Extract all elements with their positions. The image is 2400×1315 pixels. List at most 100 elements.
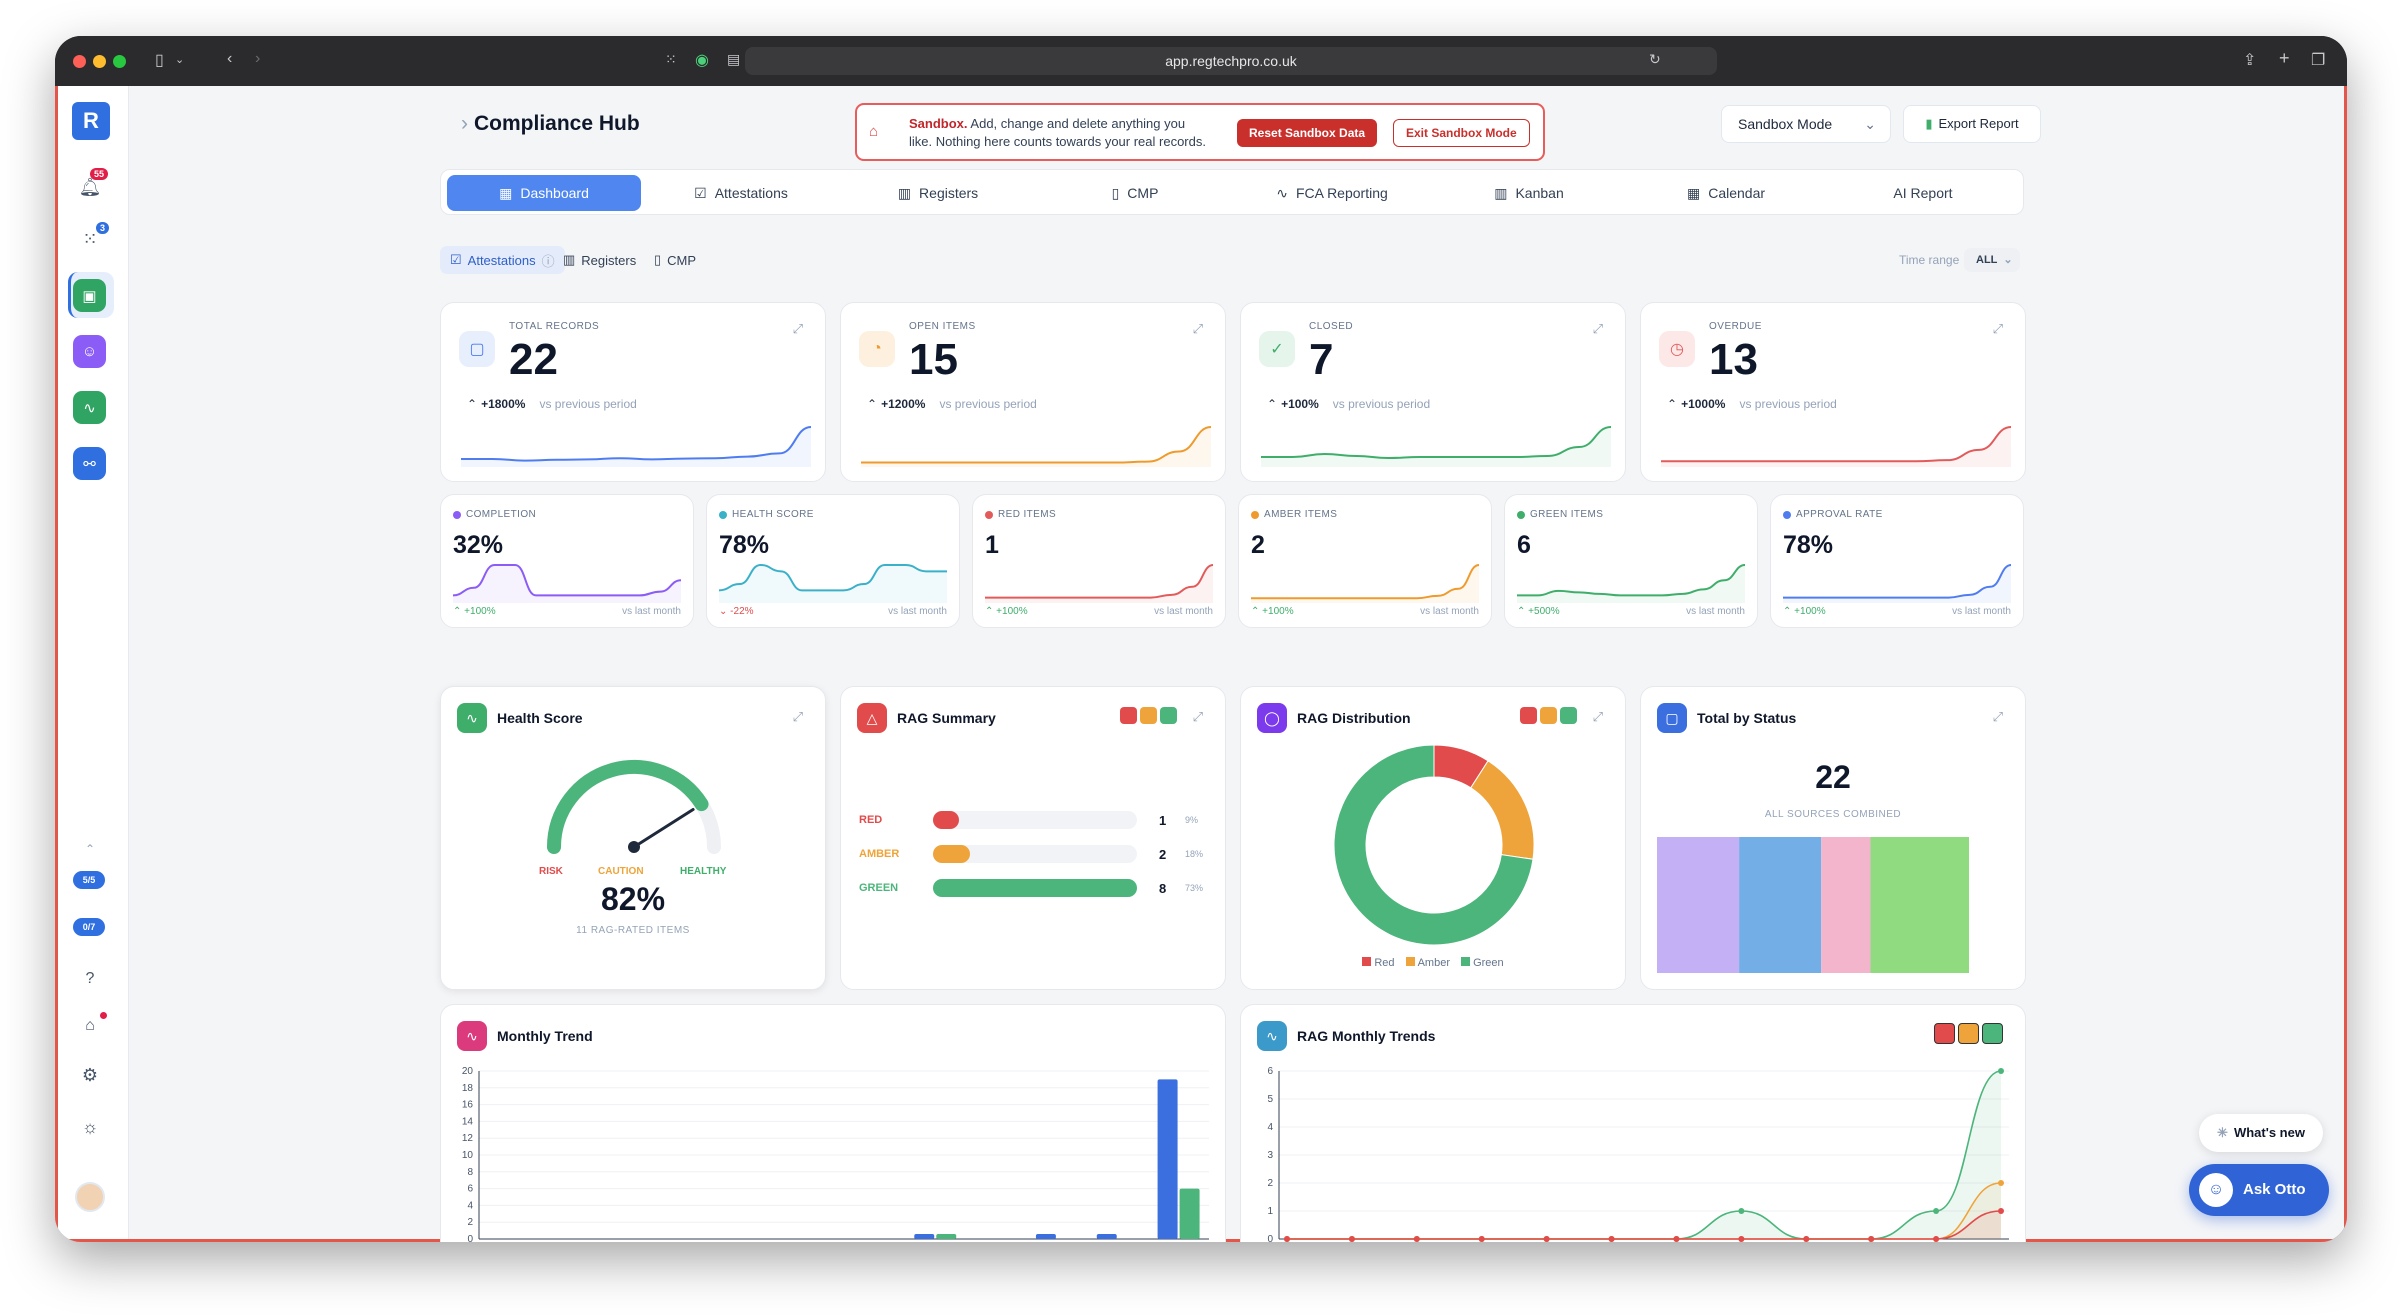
expand-icon[interactable]: ⤢ xyxy=(1992,709,2003,724)
reader-icon[interactable]: ▤ xyxy=(727,51,741,67)
metric-label: AMBER ITEMS xyxy=(1251,509,1337,520)
metric-card[interactable]: HEALTH SCORE 78% ⌄ -22% vs last month xyxy=(706,494,960,628)
progress-pill-a[interactable]: 5/5 xyxy=(73,871,105,889)
expand-icon[interactable]: ⤢ xyxy=(792,709,803,724)
expand-icon[interactable]: ⤢ xyxy=(1592,709,1603,724)
metric-card[interactable]: APPROVAL RATE 78% ⌃ +100% vs last month xyxy=(1770,494,2024,628)
chevron-up-icon[interactable]: ⌃ xyxy=(84,842,96,856)
time-range-select[interactable]: ALL ⌄ xyxy=(1964,248,2020,272)
maximize-window-button[interactable] xyxy=(113,55,126,68)
avatar[interactable] xyxy=(75,1182,105,1212)
subtab-cmp[interactable]: ▯ CMP xyxy=(654,252,697,268)
amber-swatch[interactable] xyxy=(1140,707,1157,724)
chevron-up-icon: ⌃ xyxy=(867,397,878,411)
stat-card[interactable]: ◷ OVERDUE 13 ⤢ ⌃ +1000% vs previous period xyxy=(1640,302,2026,482)
series-point xyxy=(1933,1236,1940,1242)
red-swatch[interactable] xyxy=(1520,707,1537,724)
subtab-attestations[interactable]: ☑ Attestations ⓘ xyxy=(440,246,565,274)
back-icon[interactable]: ‹ xyxy=(227,50,233,67)
expand-icon[interactable]: ⤢ xyxy=(1592,321,1603,336)
metric-card[interactable]: COMPLETION 32% ⌃ +100% vs last month xyxy=(440,494,694,628)
theme-icon[interactable]: ☼ xyxy=(81,1117,99,1137)
green-swatch[interactable] xyxy=(1160,707,1177,724)
sidebar-toggle-icon[interactable]: ▯ xyxy=(155,52,164,69)
main: › Compliance Hub ⌂ Sandbox. Add, change a… xyxy=(129,86,2344,1242)
close-window-button[interactable] xyxy=(73,55,86,68)
forward-icon[interactable]: › xyxy=(255,50,261,67)
share-icon[interactable]: ⇪ xyxy=(2243,52,2257,69)
rag-pct: 18% xyxy=(1185,849,1204,859)
rag-count: 2 xyxy=(1159,847,1167,862)
metric-card[interactable]: RED ITEMS 1 ⌃ +100% vs last month xyxy=(972,494,1226,628)
series-point xyxy=(1543,1236,1550,1242)
extension-icon[interactable]: ◉ xyxy=(695,52,709,69)
ask-otto-button[interactable]: ☺ Ask Otto xyxy=(2189,1164,2329,1216)
bar xyxy=(914,1233,935,1239)
tab-fca-reporting[interactable]: ∿ FCA Reporting xyxy=(1235,175,1429,211)
tab-dashboard[interactable]: ▦ Dashboard xyxy=(447,175,641,211)
app-logo[interactable]: R xyxy=(72,102,110,140)
y-tick-label: 0 xyxy=(1267,1234,1273,1242)
apps-grid-icon[interactable]: ⁙ xyxy=(665,51,677,67)
rag-bar-track xyxy=(933,879,1137,897)
progress-pill-b[interactable]: 0/7 xyxy=(73,918,105,936)
stat-card[interactable]: ✓ CLOSED 7 ⤢ ⌃ +100% vs previous period xyxy=(1240,302,1626,482)
status-bars xyxy=(1657,837,1969,973)
help-icon[interactable]: ? xyxy=(85,970,95,987)
sparkline xyxy=(452,564,682,597)
building-icon[interactable]: ⌂ xyxy=(85,1017,95,1034)
chevron-right-icon[interactable]: › xyxy=(461,112,468,135)
minimize-window-button[interactable] xyxy=(93,55,106,68)
whats-new-button[interactable]: ✳ What's new xyxy=(2199,1114,2323,1152)
activity-icon[interactable]: ∿ xyxy=(73,391,106,424)
tab-attestations[interactable]: ☑ Attestations xyxy=(644,175,838,211)
apps-icon[interactable]: ⁙ xyxy=(82,229,98,249)
metric-card[interactable]: GREEN ITEMS 6 ⌃ +500% vs last month xyxy=(1504,494,1758,628)
compliance-icon[interactable]: ▣ xyxy=(73,279,106,312)
exit-sandbox-button[interactable]: Exit Sandbox Mode xyxy=(1393,119,1530,147)
rag-pct: 9% xyxy=(1185,815,1199,825)
stat-label: OPEN ITEMS xyxy=(909,321,976,332)
green-swatch[interactable] xyxy=(1560,707,1577,724)
chevron-down-icon[interactable]: ⌄ xyxy=(175,54,185,66)
green-swatch[interactable] xyxy=(1982,1023,2003,1044)
bell-icon[interactable]: 🔔︎ xyxy=(78,177,102,197)
subtab-registers[interactable]: ▥ Registers xyxy=(563,252,637,268)
stat-card[interactable]: ◔ OPEN ITEMS 15 ⤢ ⌃ +1200% vs previous per… xyxy=(840,302,1226,482)
expand-icon[interactable]: ⤢ xyxy=(1992,321,2003,336)
red-swatch[interactable] xyxy=(1934,1023,1955,1044)
users-icon[interactable]: ☺ xyxy=(73,335,106,368)
bar xyxy=(1096,1233,1117,1239)
tab-label: Registers xyxy=(919,185,979,201)
expand-icon[interactable]: ⤢ xyxy=(1192,321,1203,336)
status-segment xyxy=(1821,837,1871,973)
sparkline-area xyxy=(719,565,947,603)
amber-swatch[interactable] xyxy=(1540,707,1557,724)
panel-title: RAG Summary xyxy=(897,710,996,726)
tab-cmp[interactable]: ▯ CMP xyxy=(1038,175,1232,211)
expand-icon[interactable]: ⤢ xyxy=(1192,709,1203,724)
red-swatch[interactable] xyxy=(1120,707,1137,724)
export-report-button[interactable]: ▮ Export Report xyxy=(1903,105,2041,143)
tab-label: Attestations xyxy=(714,185,788,201)
reset-sandbox-button[interactable]: Reset Sandbox Data xyxy=(1237,119,1378,147)
tab-registers[interactable]: ▥ Registers xyxy=(841,175,1035,211)
stat-card[interactable]: ▢ TOTAL RECORDS 22 ⤢ ⌃ +1800% vs previous … xyxy=(440,302,826,482)
y-tick-label: 4 xyxy=(1267,1122,1273,1133)
mode-select[interactable]: Sandbox Mode ⌄ xyxy=(1721,105,1891,143)
gear-icon[interactable]: ⚙ xyxy=(81,1065,99,1085)
network-icon[interactable]: ⚯ xyxy=(73,447,106,480)
metric-card[interactable]: AMBER ITEMS 2 ⌃ +100% vs last month xyxy=(1238,494,1492,628)
expand-icon[interactable]: ⤢ xyxy=(792,321,803,336)
address-bar[interactable]: app.regtechpro.co.uk xyxy=(745,47,1717,75)
new-tab-icon[interactable]: + xyxy=(2279,48,2290,68)
health-value: 82% xyxy=(600,881,666,917)
tab-ai-report[interactable]: AI Report xyxy=(1826,175,2020,211)
tab-calendar[interactable]: ▦ Calendar xyxy=(1629,175,1823,211)
reload-icon[interactable]: ↻ xyxy=(1649,51,1661,67)
rag-trends-panel: ∿ RAG Monthly Trends 0 1 2 3 4 5 6 Aug 25 Sep 25… xyxy=(1240,1004,2026,1242)
tabs-overview-icon[interactable]: ❐ xyxy=(2311,52,2326,69)
metric-change: ⌃ +500% xyxy=(1517,606,1560,617)
amber-swatch[interactable] xyxy=(1958,1023,1979,1044)
tab-kanban[interactable]: ▥ Kanban xyxy=(1432,175,1626,211)
